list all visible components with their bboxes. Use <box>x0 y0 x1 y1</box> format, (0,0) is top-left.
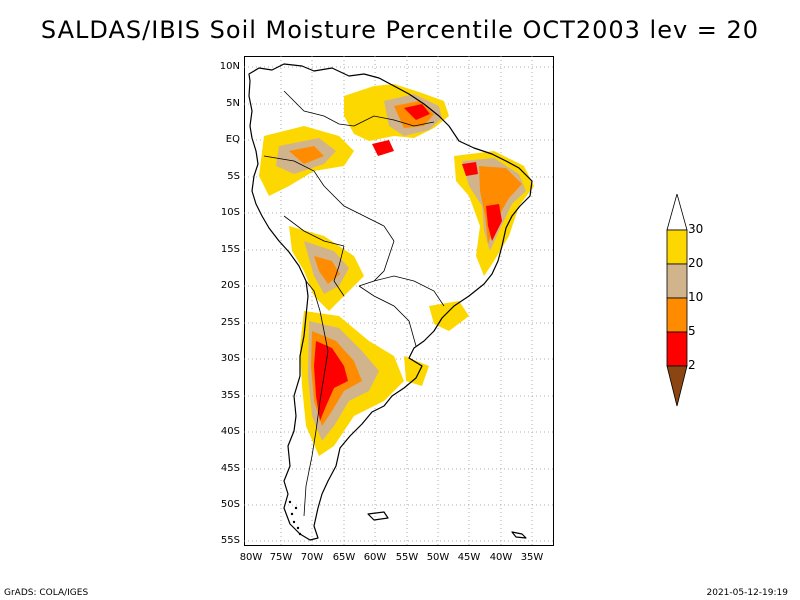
islands <box>288 500 302 536</box>
legend-swatch-2-5 <box>666 331 688 367</box>
x-label-40w: 40W <box>489 552 513 563</box>
shade-andes-central-orange <box>314 256 340 284</box>
y-label-40s: 40S <box>220 426 240 437</box>
y-label-20s: 20S <box>220 280 240 291</box>
x-label-60w: 60W <box>363 552 387 563</box>
y-label-50s: 50S <box>220 499 240 510</box>
legend-swatch-10-20 <box>666 263 688 299</box>
legend-label-2: 2 <box>688 358 696 372</box>
legend-label-5: 5 <box>688 324 696 338</box>
y-label-5n: 5N <box>226 98 240 109</box>
grid-lines <box>244 56 554 546</box>
y-label-25s: 25S <box>220 317 240 328</box>
legend-swatch-20-30 <box>666 229 688 265</box>
legend-swatch-above-30 <box>666 194 688 231</box>
x-label-55w: 55W <box>395 552 419 563</box>
shade-ne-brazil-red <box>486 204 502 241</box>
legend-label-10: 10 <box>688 290 704 304</box>
x-label-75w: 75W <box>269 552 293 563</box>
x-label-70w: 70W <box>300 552 324 563</box>
y-label-15s: 15S <box>220 244 240 255</box>
x-label-80w: 80W <box>239 552 263 563</box>
x-label-35w: 35W <box>520 552 544 563</box>
y-label-eq: EQ <box>225 134 240 145</box>
x-label-45w: 45W <box>457 552 481 563</box>
y-label-10n: 10N <box>219 61 240 72</box>
legend-swatch-5-10 <box>666 297 688 333</box>
percentile-shading <box>259 84 534 456</box>
map-title: SALDAS/IBIS Soil Moisture Percentile OCT… <box>40 16 760 44</box>
legend-label-30: 30 <box>688 222 704 236</box>
color-legend <box>666 194 688 407</box>
legend-swatch-below-2 <box>666 365 688 407</box>
legend-label-20: 20 <box>688 256 704 270</box>
y-label-5s: 5S <box>227 171 240 182</box>
shade-guiana-red <box>404 104 430 120</box>
shade-argentina-red <box>314 341 348 421</box>
x-label-65w: 65W <box>332 552 356 563</box>
footer-timestamp: 2021-05-12-19:19 <box>706 588 789 598</box>
y-label-45s: 45S <box>220 463 240 474</box>
shade-west-amazon-orange <box>289 146 324 164</box>
y-label-55s: 55S <box>220 535 240 546</box>
map-plot <box>244 56 554 546</box>
y-label-35s: 35S <box>220 390 240 401</box>
coastline <box>248 63 533 541</box>
shade-uruguay-yellow <box>404 356 429 386</box>
shade-amazon-red-spot <box>372 140 394 156</box>
footer-credit: GrADS: COLA/IGES <box>4 588 89 598</box>
y-label-10s: 10S <box>220 207 240 218</box>
shade-south-brazil-yellow <box>429 301 469 331</box>
x-label-50w: 50W <box>426 552 450 563</box>
country-borders <box>263 90 445 517</box>
shade-ne-red-spot <box>462 162 478 176</box>
y-label-30s: 30S <box>220 353 240 364</box>
